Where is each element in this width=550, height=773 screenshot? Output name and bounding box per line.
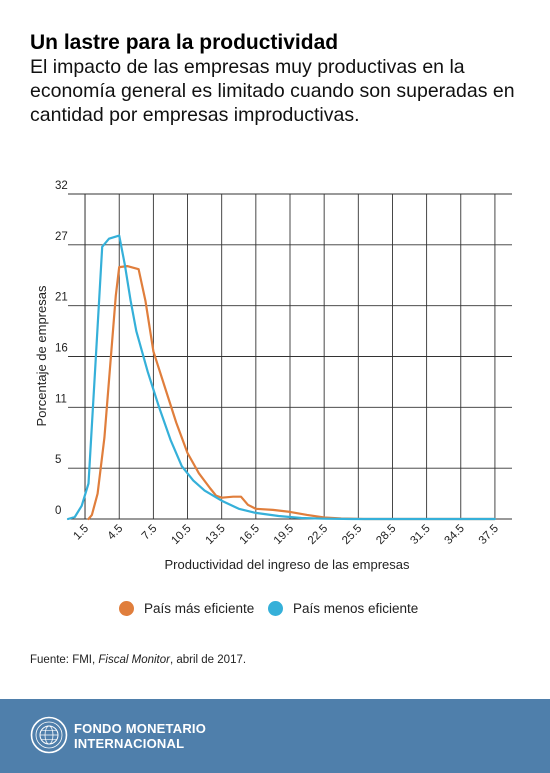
x-tick-label: 1.5 (71, 523, 91, 543)
x-tick-label: 13.5 (203, 523, 227, 547)
x-tick-label: 34.5 (443, 523, 467, 547)
y-tick-label: 0 (55, 505, 61, 517)
y-axis-title: Porcentaje de empresas (34, 285, 49, 426)
series-line-more-efficient (87, 265, 496, 521)
y-tick-label: 27 (55, 231, 68, 243)
x-tick-label: 31.5 (408, 523, 432, 547)
x-tick-label: 16.5 (238, 523, 262, 547)
legend-swatch-blue (268, 601, 283, 616)
legend-label: País menos eficiente (293, 601, 419, 616)
chart-subtitle: El impacto de las empresas muy productiv… (30, 56, 515, 126)
source-publication: Fiscal Monitor (98, 654, 170, 666)
x-tick-label: 19.5 (272, 523, 296, 547)
x-tick-label: 28.5 (374, 523, 398, 547)
x-tick-label: 37.5 (477, 523, 501, 547)
x-tick-label: 10.5 (169, 523, 193, 547)
y-tick-label: 16 (55, 343, 68, 355)
legend-item-more-efficient: País más eficiente (119, 601, 254, 616)
legend-item-less-efficient: País menos eficiente (268, 601, 418, 616)
source-note: Fuente: FMI, Fiscal Monitor, abril de 20… (30, 654, 247, 666)
chart-legend: País más eficiente País menos eficiente (0, 601, 550, 621)
y-tick-label: 21 (55, 292, 68, 304)
legend-swatch-orange (119, 601, 134, 616)
density-chart: 0 5 11 16 21 27 32 1.5 4.5 7.5 10.5 13.5 16.5 19.5 22.… (34, 180, 512, 572)
y-tick-label: 32 (55, 180, 68, 192)
x-tick-label: 4.5 (106, 523, 126, 543)
legend-label: País más eficiente (144, 601, 255, 616)
x-tick-label: 25.5 (340, 523, 364, 547)
series-line-less-efficient (66, 234, 496, 521)
y-tick-label: 5 (55, 454, 61, 466)
chart-title: Un lastre para la productividad (30, 31, 339, 54)
footer-bar: FONDO MONETARIO INTERNACIONAL (0, 699, 550, 773)
org-name: FONDO MONETARIO INTERNACIONAL (74, 721, 207, 751)
y-tick-label: 11 (55, 393, 67, 405)
x-tick-label: 7.5 (140, 523, 160, 543)
imf-seal-icon (30, 716, 68, 754)
x-tick-label: 22.5 (306, 523, 330, 547)
x-axis-title: Productividad del ingreso de las empresa… (165, 557, 410, 572)
